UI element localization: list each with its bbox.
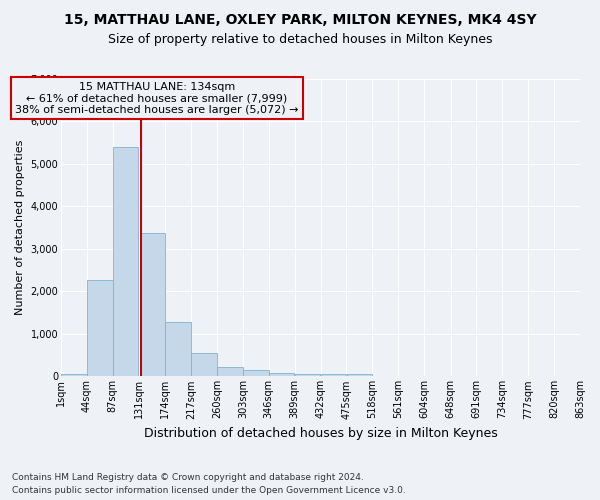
Text: Size of property relative to detached houses in Milton Keynes: Size of property relative to detached ho… (108, 32, 492, 46)
Bar (321, 374, 346, 376)
Text: 15, MATTHAU LANE, OXLEY PARK, MILTON KEYNES, MK4 4SY: 15, MATTHAU LANE, OXLEY PARK, MILTON KEY… (64, 12, 536, 26)
Bar (113, 147, 139, 376)
Bar (166, 322, 191, 376)
Bar (61, 374, 87, 376)
Text: 15 MATTHAU LANE: 134sqm  
← 61% of detached houses are smaller (7,999)
38% of se: 15 MATTHAU LANE: 134sqm ← 61% of detache… (15, 82, 299, 114)
Text: Contains HM Land Registry data © Crown copyright and database right 2024.: Contains HM Land Registry data © Crown c… (12, 472, 364, 482)
Y-axis label: Number of detached properties: Number of detached properties (15, 140, 25, 316)
Bar (243, 370, 269, 376)
Bar (269, 373, 295, 376)
X-axis label: Distribution of detached houses by size in Milton Keynes: Distribution of detached houses by size … (143, 427, 497, 440)
Bar (87, 280, 113, 376)
Bar (191, 352, 217, 376)
Bar (140, 233, 165, 376)
Bar (217, 366, 242, 376)
Bar (295, 374, 320, 376)
Text: Contains public sector information licensed under the Open Government Licence v3: Contains public sector information licen… (12, 486, 406, 495)
Bar (347, 374, 372, 376)
